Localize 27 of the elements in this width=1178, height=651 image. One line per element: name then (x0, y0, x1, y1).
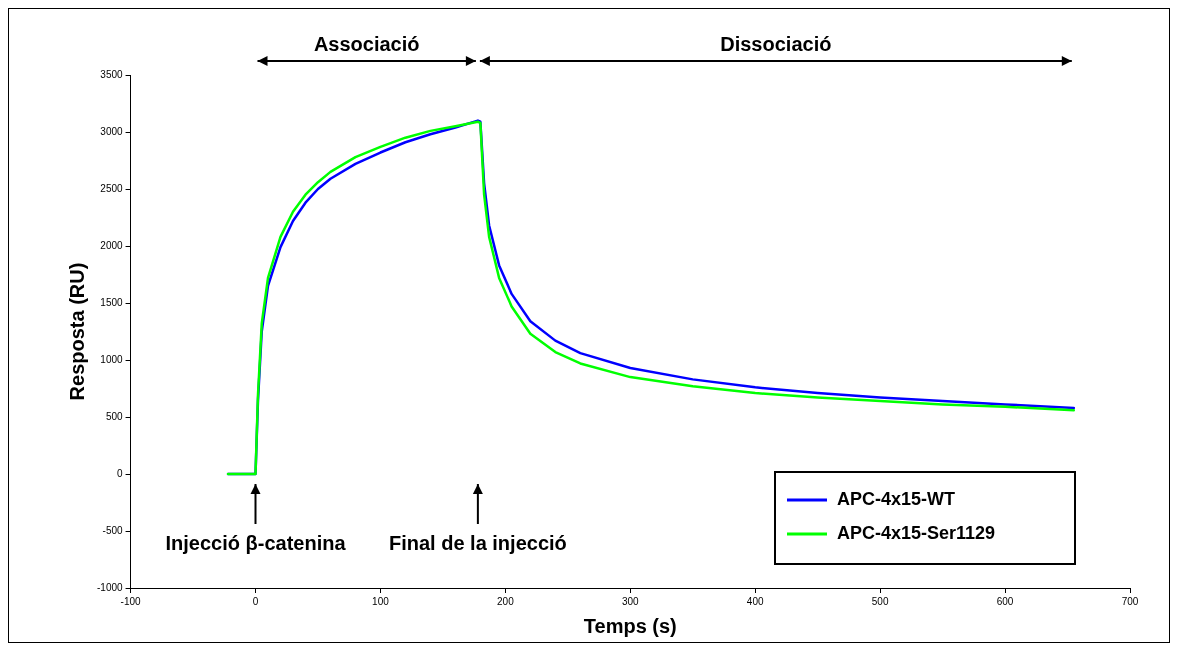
legend-label: APC-4x15-WT (837, 488, 956, 509)
x-tick-label: 500 (871, 595, 889, 607)
x-tick-label: 0 (252, 595, 259, 607)
y-tick-label: 1500 (100, 296, 124, 308)
y-tick-label: 1000 (100, 353, 124, 365)
x-tick-label: 200 (497, 595, 515, 607)
x-tick-label: 300 (621, 595, 640, 607)
text: Associació (313, 32, 420, 55)
x-tick-label: -100 (120, 595, 142, 607)
x-axis-title: Temps (s) (583, 614, 677, 637)
y-tick-label: 2500 (100, 182, 124, 194)
legend-label: APC-4x15-Ser1129 (837, 522, 996, 543)
y-tick-label: 500 (105, 410, 124, 422)
y-tick-label: 3000 (100, 125, 124, 137)
x-tick-label: 700 (1121, 595, 1139, 607)
y-axis-title: Resposta (RU) (65, 262, 88, 401)
y-tick-label: 2000 (100, 239, 124, 251)
y-tick-label: 3500 (100, 68, 124, 80)
y-tick-label: -1000 (97, 581, 124, 593)
y-tick-label: 0 (117, 467, 124, 479)
x-tick-label: 100 (372, 595, 390, 607)
x-tick-label: 400 (746, 595, 764, 607)
annotation: Injecció β-catenina (165, 531, 347, 554)
y-tick-label: -500 (102, 524, 124, 536)
text: Dissociació (720, 32, 832, 55)
x-tick-label: 600 (996, 595, 1014, 607)
annotation: Final de la injecció (388, 531, 567, 554)
